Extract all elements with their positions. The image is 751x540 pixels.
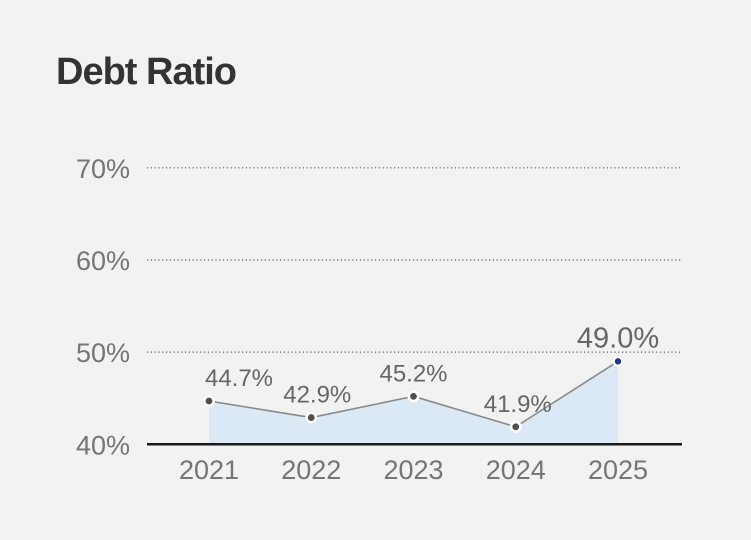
data-point-label-2023: 45.2% (379, 360, 447, 387)
data-point-label-2022: 42.9% (283, 382, 351, 409)
chart-title: Debt Ratio (56, 51, 237, 93)
y-axis-label-60: 60% (76, 246, 130, 276)
data-point-2024 (509, 420, 522, 433)
data-point-2023 (407, 390, 420, 403)
data-point-2022 (305, 411, 318, 424)
data-point-label-2025: 49.0% (577, 322, 659, 354)
data-point-2025 (612, 355, 624, 367)
x-axis-label-2021: 2021 (179, 455, 239, 485)
y-axis-label-70: 70% (76, 154, 130, 184)
y-axis-label-40: 40% (76, 430, 130, 460)
x-axis-label-2023: 2023 (383, 455, 443, 485)
x-axis-label-2025: 2025 (588, 455, 648, 485)
x-axis-label-2024: 2024 (486, 455, 546, 485)
data-point-label-2024: 41.9% (484, 391, 552, 418)
data-point-label-2021: 44.7% (205, 365, 273, 392)
y-axis-label-50: 50% (76, 338, 130, 368)
x-axis-label-2022: 2022 (281, 455, 341, 485)
data-point-2021 (203, 394, 216, 407)
